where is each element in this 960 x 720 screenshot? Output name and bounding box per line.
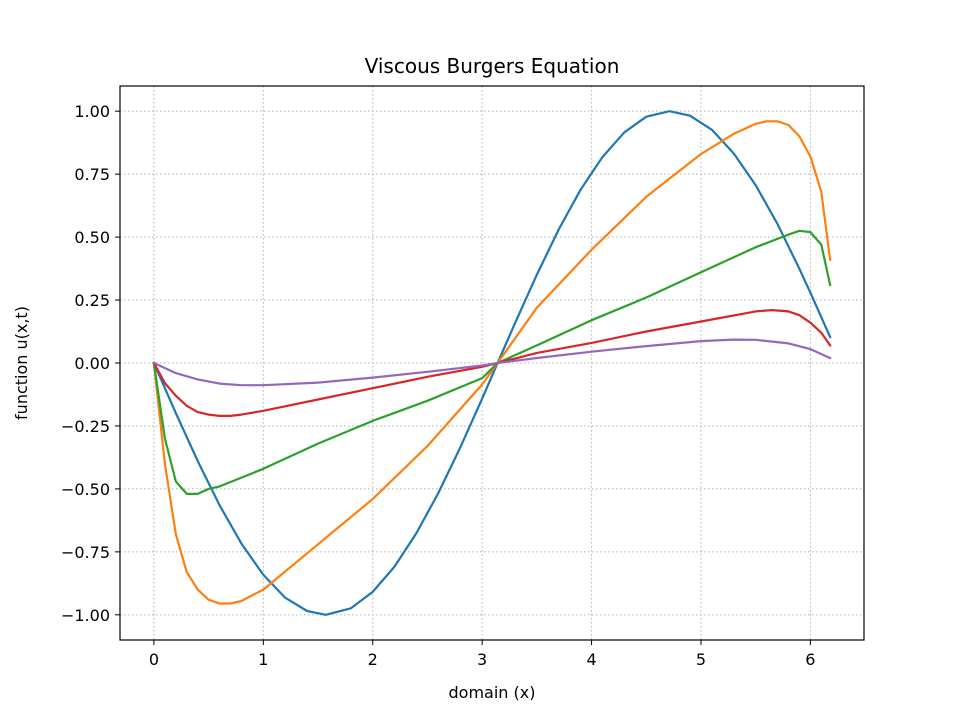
y-tick-label: 0.50 — [74, 228, 110, 247]
x-axis-label: domain (x) — [449, 683, 536, 702]
x-tick-label: 5 — [696, 650, 706, 669]
x-tick-label: 1 — [258, 650, 268, 669]
series-line-4 — [152, 309, 832, 417]
series-line-1 — [152, 110, 832, 616]
chart-title: Viscous Burgers Equation — [365, 54, 620, 78]
ticks: 0 1 2 3 4 5 6 −1.00 −0.75 −0.50 −0.25 0.00 0.25 0.50 0… — [61, 102, 816, 669]
series-line-2 — [152, 120, 832, 605]
y-axis-label: function u(x,t) — [12, 306, 31, 420]
x-tick-label: 2 — [368, 650, 378, 669]
series-lines — [152, 110, 832, 616]
y-tick-label: −0.25 — [61, 417, 110, 436]
y-tick-label: 0.00 — [74, 354, 110, 373]
x-tick-label: 3 — [477, 650, 487, 669]
x-tick-label: 4 — [586, 650, 596, 669]
grid — [120, 86, 864, 640]
y-tick-label: 0.25 — [74, 291, 110, 310]
series-line-3 — [152, 229, 832, 495]
x-tick-label: 0 — [149, 650, 159, 669]
series-line-5 — [152, 338, 832, 387]
y-tick-label: −1.00 — [61, 606, 110, 625]
y-tick-label: 1.00 — [74, 102, 110, 121]
y-tick-label: −0.50 — [61, 480, 110, 499]
x-tick-label: 6 — [805, 650, 815, 669]
y-tick-label: 0.75 — [74, 165, 110, 184]
y-tick-label: −0.75 — [61, 543, 110, 562]
